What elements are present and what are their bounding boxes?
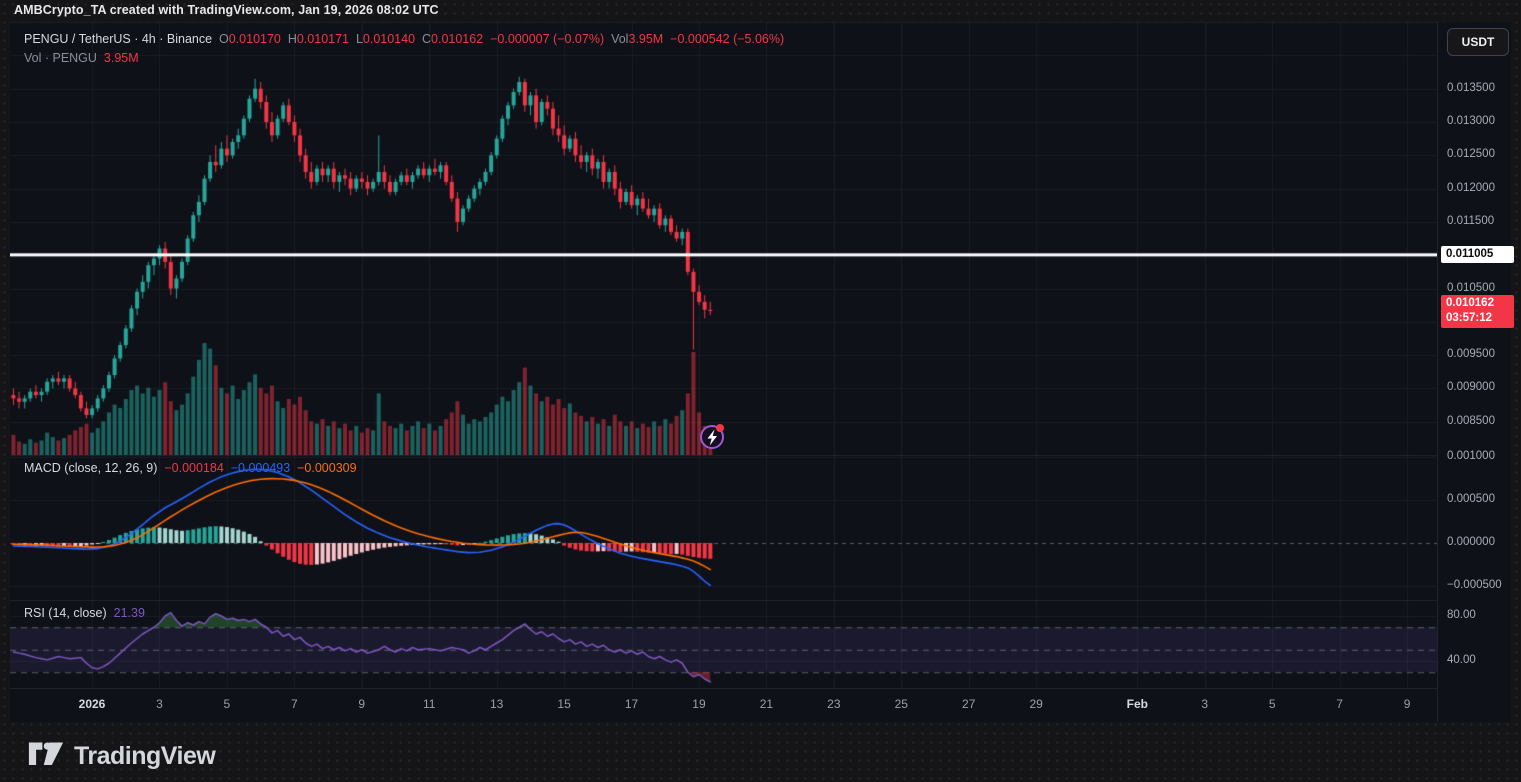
rsi-title: RSI (14, close) (24, 606, 107, 620)
flash-icon[interactable] (700, 424, 724, 449)
chart-container: PENGU / TetherUS · 4h · Binance O0.01017… (10, 22, 1514, 723)
last-price-label: 0.010162 03:57:12 (1441, 295, 1514, 328)
time-tick-label: 21 (759, 697, 774, 711)
rsi-pane-canvas[interactable] (10, 600, 1437, 688)
time-tick-label: 29 (1029, 697, 1043, 711)
time-tick-label: 17 (624, 697, 639, 711)
time-tick-label: 23 (827, 697, 841, 711)
price-tick-label: 0.012000 (1447, 181, 1495, 194)
volume-label: Vol (611, 32, 629, 46)
time-tick-label: 11 (422, 697, 436, 711)
tradingview-logo-icon (28, 742, 64, 765)
time-tick-label: Feb (1126, 697, 1148, 711)
macd-tick-label: 0.001000 (1447, 450, 1495, 462)
attribution-header: AMBCrypto_TA created with TradingView.co… (14, 3, 1514, 21)
time-tick-label: 5 (1268, 697, 1276, 711)
time-tick-label: 7 (1336, 697, 1343, 711)
bar-countdown: 03:57:12 (1446, 312, 1493, 324)
macd-pane-canvas[interactable] (10, 455, 1437, 600)
price-tick-label: 0.013000 (1447, 115, 1495, 127)
time-tick-label: 15 (557, 697, 571, 711)
rsi-tick-label: 40.00 (1447, 654, 1476, 666)
symbol-title: PENGU / TetherUS · 4h · Binance (24, 32, 213, 46)
volume-series-name: Vol · PENGU (24, 51, 97, 65)
macd-legend: MACD (close, 12, 26, 9) −0.000184 −0.000… (24, 461, 357, 475)
tradingview-logo-text: TradingView (74, 741, 216, 770)
time-tick-label: 9 (358, 697, 366, 711)
time-tick-label: 7 (290, 697, 298, 711)
time-tick-label: 25 (894, 697, 908, 711)
price-tick-label: 0.010500 (1447, 281, 1495, 294)
macd-tick-label: 0.000500 (1447, 493, 1495, 505)
open-value: 0.010170 (228, 32, 281, 46)
high-label: H (287, 32, 297, 46)
price-tick-label: 0.009000 (1447, 381, 1495, 394)
close-value: 0.010162 (431, 32, 484, 46)
price-tick-label: 0.009500 (1447, 348, 1495, 361)
change-value: −0.000007 (−0.07%) (490, 32, 605, 46)
time-tick-label: 19 (692, 697, 706, 711)
lightning-bolt-icon (707, 429, 717, 446)
price-line-label: 0.011005 (1441, 246, 1514, 264)
price-tick-label: 0.008500 (1447, 414, 1495, 427)
time-tick-label: 9 (1403, 697, 1411, 711)
price-axis[interactable]: 0.011005 0.010162 03:57:12 0.013500 0.013… (1437, 22, 1514, 722)
time-tick-label: 3 (156, 697, 163, 711)
attribution-text: AMBCrypto_TA created with TradingView.co… (14, 3, 439, 17)
high-value: 0.010171 (296, 32, 349, 46)
rsi-legend: RSI (14, close) 21.39 (24, 606, 145, 620)
volume-legend: Vol · PENGU 3.95M (24, 51, 139, 65)
close-label: C (422, 32, 432, 46)
time-tick-label: 13 (489, 697, 504, 711)
price-tick-label: 0.013500 (1447, 81, 1495, 94)
macd-hist-value: −0.000184 (164, 461, 224, 475)
time-tick-label: 3 (1201, 697, 1209, 711)
footer-brand[interactable]: TradingView (28, 736, 216, 776)
time-tick-label: 2026 (78, 697, 106, 711)
rsi-value: 21.39 (113, 606, 145, 620)
volume-value: 3.95M (628, 32, 664, 46)
time-tick-label: 5 (223, 697, 231, 711)
low-value: 0.010140 (362, 32, 416, 46)
last-price-value: 0.010162 (1446, 297, 1494, 309)
time-tick-label: 27 (962, 697, 976, 711)
macd-line-value: −0.000493 (230, 461, 291, 475)
rsi-tick-label: 80.00 (1447, 609, 1476, 621)
price-pane-canvas[interactable] (10, 22, 1437, 455)
low-label: L (355, 32, 363, 46)
macd-tick-label: −0.000500 (1447, 579, 1502, 591)
time-axis[interactable]: 2026 3 5 7 9 11 13 15 17 19 21 23 25 27 29 Feb 3 5 7 9 (10, 688, 1437, 723)
macd-title: MACD (close, 12, 26, 9) (24, 461, 158, 475)
notification-dot (716, 424, 724, 432)
symbol-legend: PENGU / TetherUS · 4h · Binance O0.01017… (24, 32, 784, 46)
price-tick-label: 0.012500 (1447, 148, 1495, 161)
macd-tick-label: 0.000000 (1447, 536, 1495, 548)
open-label: O (219, 32, 229, 46)
macd-signal-value: −0.000309 (297, 461, 357, 475)
price-tick-label: 0.011500 (1447, 214, 1495, 227)
volume-series-value: 3.95M (103, 51, 139, 65)
volume-change-value: −0.000542 (−5.06%) (670, 32, 785, 46)
currency-toggle-button[interactable]: USDT (1447, 28, 1509, 56)
